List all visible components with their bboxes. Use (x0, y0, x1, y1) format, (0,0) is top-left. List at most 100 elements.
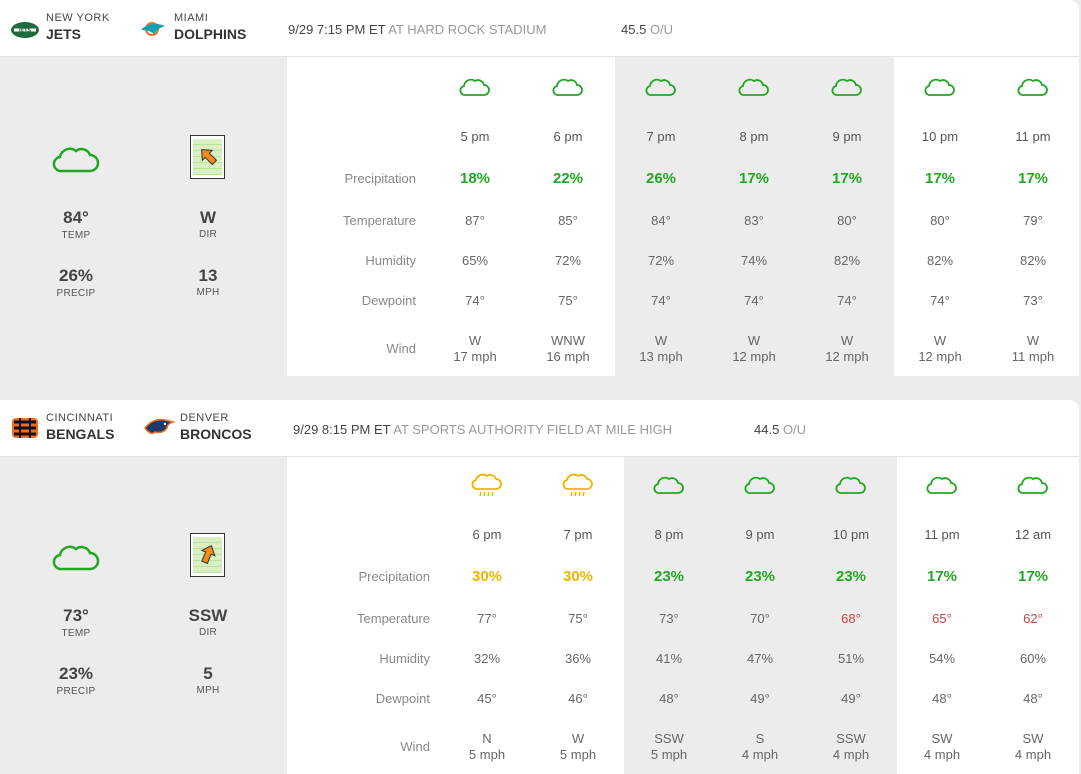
hour-wind-dir: W (571, 731, 585, 746)
game-time-highlight (615, 57, 894, 376)
hour-wind-speed: 5 mph (468, 747, 506, 762)
away-team[interactable]: CINCINNATI BENGALS (46, 412, 114, 443)
cloud-icon (1017, 473, 1049, 501)
hour-precip: 17% (926, 568, 958, 585)
cloud-icon (552, 75, 584, 103)
wind-direction-compass (190, 533, 225, 577)
game-venue: AT SPORTS AUTHORITY FIELD AT MILE HIGH (393, 422, 673, 437)
hour-dewpoint: 74° (651, 293, 671, 308)
summary-wind-speed: 13 (198, 266, 218, 285)
team-city: MIAMI (174, 12, 209, 24)
hour-dewpoint: 73° (1023, 293, 1043, 308)
game-card: CINCINNATI BENGALS DENVER BRONCOS 9/29 8… (0, 400, 1079, 774)
game-datetime: 9/29 8:15 PM ET (293, 422, 391, 437)
hour-time: 8 pm (739, 129, 769, 144)
dolphins-logo-icon (138, 18, 168, 38)
hour-temp: 79° (1023, 213, 1043, 228)
summary-precip: 26% (58, 266, 94, 285)
row-label-humidity: Humidity (365, 253, 416, 268)
away-team[interactable]: NEW YORK JETS (46, 12, 110, 43)
hour-dewpoint: 48° (932, 691, 952, 706)
hour-wind-dir: W (468, 333, 482, 348)
summary-temp-label: TEMP (61, 230, 91, 241)
summary-temp-label: TEMP (61, 628, 91, 639)
home-team[interactable]: DENVER BRONCOS (180, 412, 252, 443)
hour-time: 9 pm (745, 527, 775, 542)
svg-text:JETS: JETS (18, 28, 32, 34)
hour-humidity: 32% (473, 651, 501, 666)
hour-dewpoint: 49° (750, 691, 770, 706)
hour-wind-dir: SSW (836, 731, 866, 746)
hour-wind-speed: 13 mph (639, 349, 683, 364)
hour-wind-dir: S (755, 731, 765, 746)
hour-precip: 17% (1017, 568, 1049, 585)
wind-arrow-icon (201, 149, 218, 166)
hour-wind-speed: 12 mph (825, 349, 869, 364)
hour-temp: 80° (837, 213, 857, 228)
hour-wind-speed: 4 mph (1014, 747, 1052, 762)
summary-wind-speed: 5 (203, 664, 213, 683)
weather-summary: 73° TEMP 23% PRECIP SSW DIR 5 MPH (0, 457, 287, 774)
hour-temp: 68° (841, 611, 861, 626)
game-datetime: 9/29 7:15 PM ET (288, 22, 386, 37)
game-venue: AT HARD ROCK STADIUM (388, 22, 547, 37)
hour-time: 12 am (1014, 527, 1052, 542)
hour-humidity: 41% (655, 651, 683, 666)
hour-wind-dir: W (747, 333, 761, 348)
row-label-dewpoint: Dewpoint (375, 691, 430, 706)
cloud-icon (1017, 75, 1049, 103)
cloud-icon (52, 541, 100, 578)
ou-label: O/U (649, 22, 674, 37)
hour-wind-speed: 12 mph (732, 349, 776, 364)
cloud-icon (52, 143, 100, 180)
summary-mph-label: MPH (196, 685, 220, 696)
hour-humidity: 82% (1019, 253, 1047, 268)
hour-humidity: 72% (554, 253, 582, 268)
cloud-icon (744, 473, 776, 501)
hour-humidity: 36% (564, 651, 592, 666)
summary-temp: 73° (63, 606, 89, 625)
hour-humidity: 82% (926, 253, 954, 268)
cloud-icon (835, 473, 867, 501)
team-city: CINCINNATI (46, 412, 114, 424)
hour-wind-dir: W (933, 333, 947, 348)
hour-temp: 65° (932, 611, 952, 626)
over-under: 45.5 O/U (621, 22, 673, 37)
game-info: 9/29 7:15 PM ET AT HARD ROCK STADIUM (288, 22, 546, 37)
hour-precip: 23% (835, 568, 867, 585)
hour-humidity: 60% (1019, 651, 1047, 666)
hour-temp: 84° (651, 213, 671, 228)
summary-precip: 23% (58, 664, 94, 683)
team-name: BENGALS (46, 426, 115, 442)
hour-precip: 30% (471, 568, 503, 585)
hour-dewpoint: 74° (744, 293, 764, 308)
team-name: DOLPHINS (174, 26, 247, 42)
game-card: JETS NEW YORK JETS MIAMI DOLPHINS 9/29 7… (0, 0, 1079, 376)
team-name: BRONCOS (180, 426, 252, 442)
hour-time: 7 pm (646, 129, 676, 144)
row-label-precipitation: Precipitation (358, 569, 430, 584)
hour-precip: 17% (1017, 170, 1049, 187)
broncos-logo-icon (143, 416, 176, 436)
home-team[interactable]: MIAMI DOLPHINS (174, 12, 246, 43)
hour-time: 11 pm (924, 527, 960, 542)
hour-precip: 22% (552, 170, 584, 187)
team-name: JETS (46, 26, 82, 42)
cloud-icon (926, 473, 958, 501)
hour-precip: 30% (562, 568, 594, 585)
summary-wind-dir: SSW (188, 606, 228, 625)
row-label-wind: Wind (386, 341, 416, 356)
summary-precip-label: PRECIP (56, 288, 96, 299)
game-info: 9/29 8:15 PM ET AT SPORTS AUTHORITY FIEL… (293, 422, 672, 437)
hour-temp: 77° (477, 611, 497, 626)
hour-precip: 17% (924, 170, 956, 187)
hour-humidity: 72% (647, 253, 675, 268)
cloud-icon (924, 75, 956, 103)
summary-precip-label: PRECIP (56, 686, 96, 697)
cloud-icon (653, 473, 685, 501)
hour-temp: 87° (465, 213, 485, 228)
hour-temp: 62° (1023, 611, 1043, 626)
hour-humidity: 65% (461, 253, 489, 268)
hour-wind-dir: W (1026, 333, 1040, 348)
hour-time: 6 pm (472, 527, 502, 542)
